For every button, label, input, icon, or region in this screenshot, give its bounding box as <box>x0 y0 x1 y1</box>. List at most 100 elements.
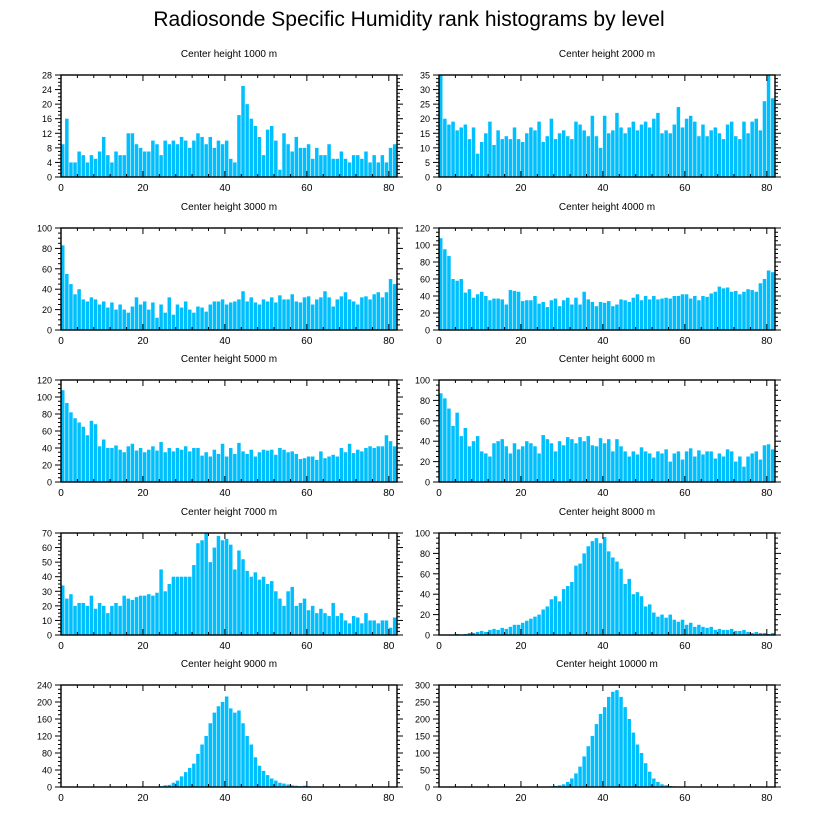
y-tick-label: 20 <box>42 305 52 315</box>
histogram-bar <box>684 624 689 635</box>
histogram-bar <box>680 127 685 177</box>
histogram-bar <box>652 612 656 635</box>
histogram-bar <box>151 595 155 635</box>
histogram-bar <box>488 300 492 330</box>
histogram-bar <box>590 541 595 635</box>
histogram-bar <box>656 616 660 635</box>
histogram-bar <box>327 456 331 482</box>
histogram-bar <box>114 445 118 482</box>
histogram-bar <box>475 294 480 330</box>
y-tick-label: 5 <box>425 158 430 168</box>
histogram-bar <box>97 151 102 177</box>
histogram-bar <box>766 270 771 330</box>
histogram-bar <box>627 456 631 482</box>
histogram-bar <box>537 614 541 635</box>
histogram-bar <box>664 449 668 482</box>
histogram-bar <box>253 302 258 330</box>
histogram-bar <box>106 448 110 482</box>
histogram-bar <box>392 617 397 635</box>
histogram-bar <box>697 136 701 177</box>
x-tick-label: 20 <box>515 183 527 194</box>
histogram-bar <box>607 696 611 787</box>
histogram-bar <box>138 448 143 482</box>
histogram-bar <box>237 710 241 787</box>
figure-title: Radiosonde Specific Humidity rank histog… <box>153 8 665 31</box>
histogram-bar <box>97 304 102 330</box>
y-tick-label: 60 <box>42 264 52 274</box>
histogram-bar <box>762 445 767 482</box>
histogram-bar <box>237 115 241 177</box>
histogram-bar <box>533 296 537 330</box>
x-tick-label: 40 <box>597 336 609 347</box>
histogram-bar <box>200 744 204 787</box>
histogram-bar <box>278 782 282 787</box>
histogram-bar <box>492 628 496 635</box>
histogram-bar <box>384 435 389 482</box>
histogram-bar <box>265 301 270 330</box>
histogram-bar <box>467 446 472 482</box>
histogram-bar <box>183 301 188 330</box>
histogram-bar <box>631 451 636 482</box>
histogram-bar <box>479 291 484 330</box>
histogram-bar <box>257 579 262 635</box>
histogram-bar <box>269 297 274 330</box>
y-tick-label: 0 <box>425 173 430 183</box>
histogram-bar <box>619 127 623 177</box>
histogram-bar <box>709 451 713 482</box>
histogram-bar <box>647 299 652 330</box>
histogram-bar <box>705 136 709 177</box>
histogram-bar <box>660 614 664 635</box>
histogram-bar <box>331 454 335 482</box>
histogram-bar <box>134 144 139 177</box>
histogram-bar <box>750 290 754 330</box>
histogram-bar <box>647 771 652 787</box>
histogram-bar <box>253 572 258 635</box>
histogram-bar <box>750 632 754 635</box>
histogram-bar <box>233 569 237 635</box>
x-tick-label: 0 <box>58 488 64 499</box>
histogram-bar <box>306 456 311 482</box>
histogram-bar <box>204 311 208 330</box>
x-tick-label: 40 <box>597 641 609 652</box>
histogram-bar <box>758 459 763 482</box>
histogram-bar <box>147 594 151 635</box>
histogram-bar <box>602 443 607 482</box>
histogram-bar <box>147 151 151 177</box>
histogram-bar <box>529 127 533 177</box>
histogram-bar <box>101 439 106 482</box>
histogram-bar <box>676 107 681 177</box>
histogram-bar <box>770 272 775 330</box>
histogram-bar <box>656 112 660 177</box>
histogram-bar <box>122 309 126 330</box>
histogram-bar <box>693 296 697 330</box>
histogram-bar <box>356 304 360 330</box>
y-tick-label: 0 <box>47 326 52 336</box>
y-tick-label: 200 <box>415 715 430 725</box>
histogram-bar <box>122 155 126 177</box>
histogram-bar <box>315 147 319 177</box>
histogram-bar <box>598 438 603 482</box>
histogram-panel-5: Center height 5000 m 0 20 40 60 80 0 20 40 60 80 10… <box>37 354 403 499</box>
histogram-bar <box>537 121 541 177</box>
x-tick-label: 40 <box>219 488 231 499</box>
histogram-bar <box>188 147 192 177</box>
y-tick-label: 40 <box>42 572 52 582</box>
histogram-bar <box>171 314 176 330</box>
histogram-bar <box>126 133 131 177</box>
histogram-bar <box>93 424 98 482</box>
histogram-bar <box>130 306 135 330</box>
x-tick-label: 80 <box>383 336 395 347</box>
histogram-bar <box>233 453 237 482</box>
histogram-bar <box>734 630 738 635</box>
histogram-bar <box>351 301 356 330</box>
histogram-bar <box>504 136 509 177</box>
histogram-bar <box>323 613 327 635</box>
histogram-bar <box>439 75 443 177</box>
histogram-bar <box>541 435 545 482</box>
histogram-bar <box>475 153 480 177</box>
histogram-bar <box>652 118 656 177</box>
histogram-bar <box>101 605 106 635</box>
histogram-bar <box>664 617 668 635</box>
histogram-bar <box>110 162 114 177</box>
x-tick-label: 80 <box>761 488 773 499</box>
